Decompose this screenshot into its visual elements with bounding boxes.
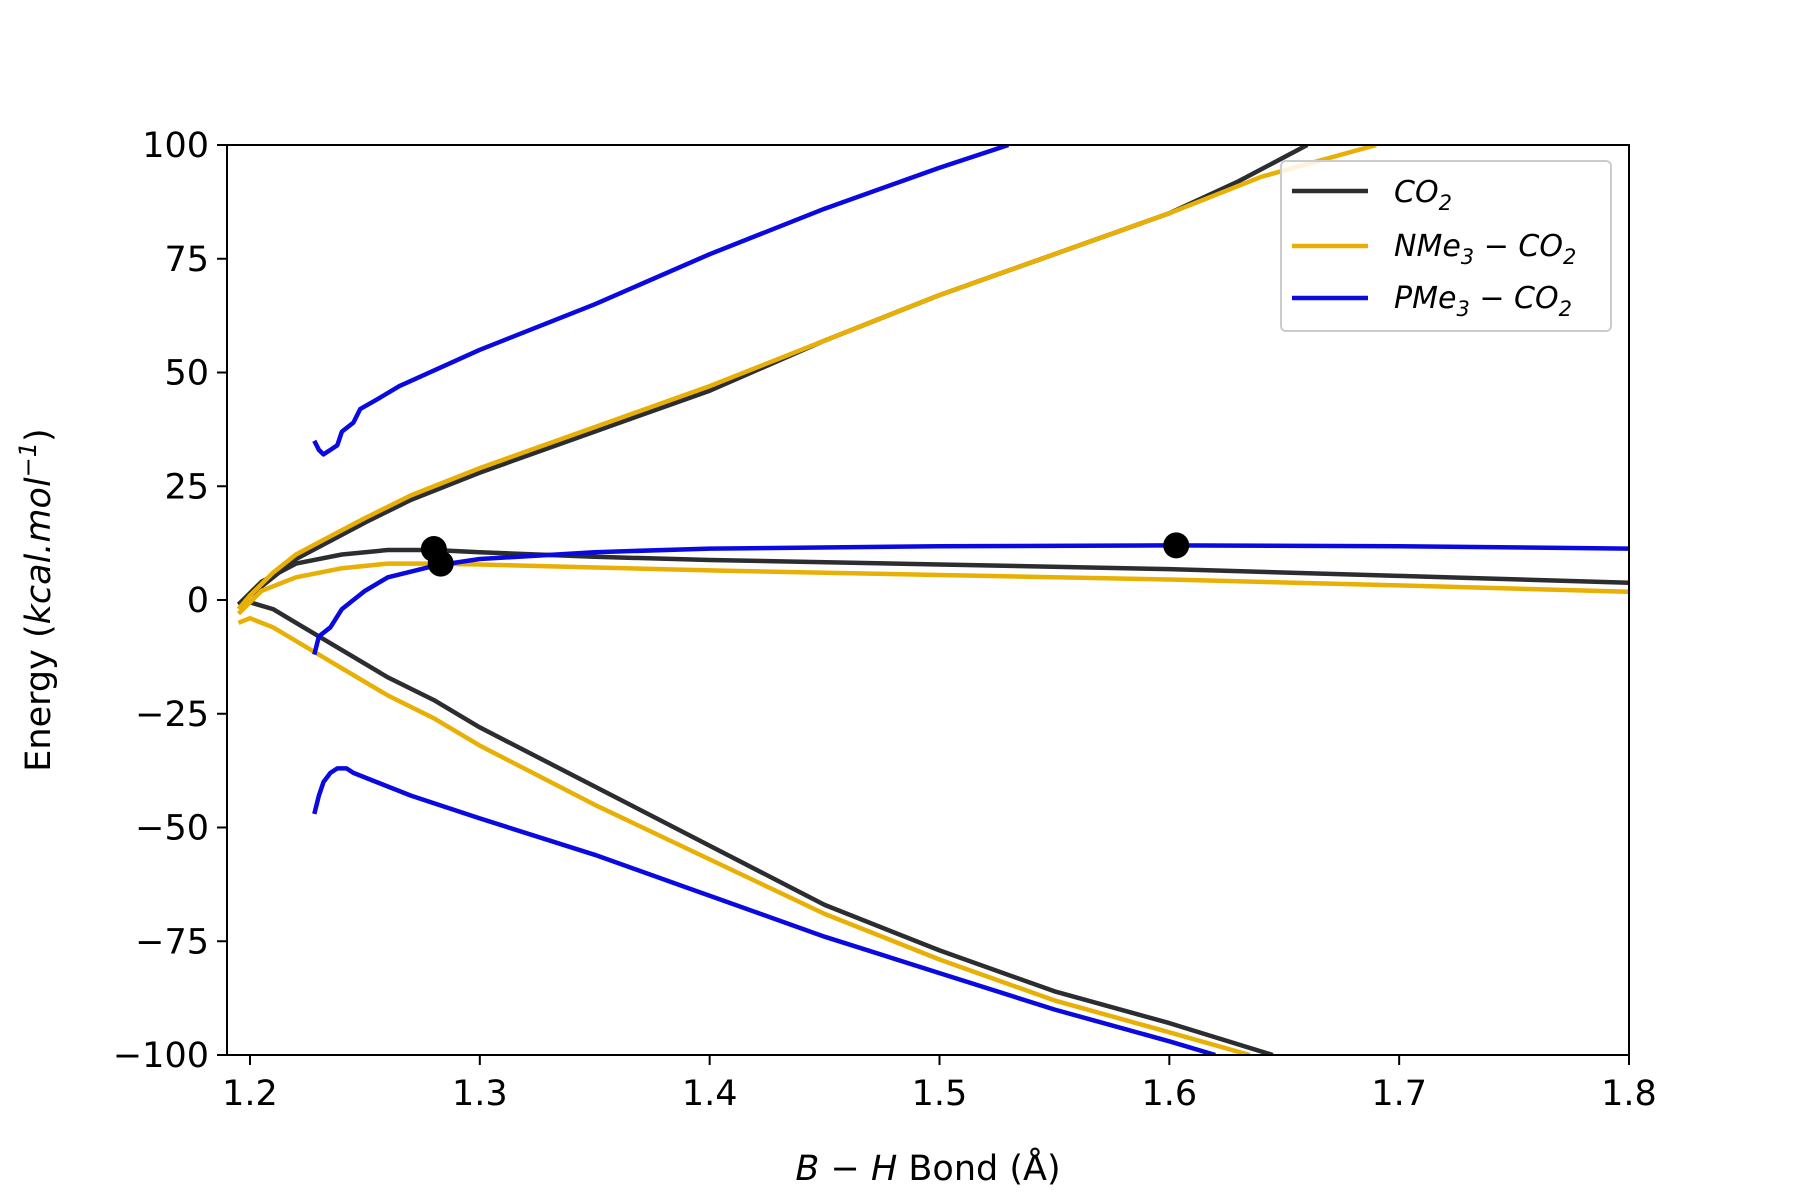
legend-label-pme3-rest: − CO <box>1470 281 1559 316</box>
y-axis-label-exponent: −1 <box>14 442 42 477</box>
y-tick-label: −50 <box>135 809 209 849</box>
y-tick-label: 50 <box>164 354 209 394</box>
legend-box <box>1280 160 1612 332</box>
x-tick-label: 1.4 <box>682 1074 738 1114</box>
x-tick-label: 1.2 <box>222 1074 278 1114</box>
series-pme3-co2-curve-1 <box>312 145 1010 457</box>
legend-label-pme3-co2: PMe3 − CO2 <box>1394 281 1572 321</box>
x-tick-label: 1.3 <box>452 1074 508 1114</box>
marker-layer <box>420 532 1190 577</box>
legend-label-nme3-rest: − CO <box>1474 229 1563 264</box>
series-pme3-co2-curve-3 <box>312 766 1216 1055</box>
legend-label-nme3-main: NMe <box>1394 229 1461 264</box>
series-co2-curve-3 <box>238 600 1274 1055</box>
x-axis-label-unit: Bond (Å) <box>897 1146 1060 1189</box>
marker-point-3 <box>1163 532 1190 559</box>
x-tick-label: 1.7 <box>1371 1074 1427 1114</box>
legend-label-nme3-sub2: 2 <box>1563 245 1576 269</box>
series-nme3-co2-curve-3 <box>237 615 1251 1055</box>
y-tick-label: −75 <box>135 922 209 962</box>
legend-label-co2-main: CO <box>1394 175 1439 210</box>
legend-label-co2: CO2 <box>1394 175 1452 215</box>
x-axis-ticks: 1.2 1.3 1.4 1.5 1.6 1.7 1.8 <box>222 1055 1657 1114</box>
legend-label-pme3-sub: 3 <box>1456 297 1469 321</box>
x-tick-label: 1.5 <box>912 1074 968 1114</box>
series-nme3-co2-curve-1 <box>236 145 1377 611</box>
legend: CO2 NMe3 − CO2 PMe3 − CO2 <box>1280 160 1612 332</box>
y-tick-label: −100 <box>113 1036 209 1076</box>
y-tick-label: 75 <box>164 240 209 280</box>
y-axis-label: Energy (kcal.mol−1) <box>14 428 59 771</box>
marker-point-2 <box>427 550 454 577</box>
y-axis-label-suffix: ) <box>19 428 59 442</box>
y-tick-label: 0 <box>187 581 209 621</box>
y-axis-label-unit: kcal.mol <box>19 477 59 624</box>
legend-label-pme3-sub2: 2 <box>1559 297 1572 321</box>
y-tick-label: 25 <box>164 467 209 507</box>
x-tick-label: 1.6 <box>1141 1074 1197 1114</box>
y-tick-label: −25 <box>135 695 209 735</box>
x-tick-label: 1.8 <box>1601 1074 1657 1114</box>
x-axis-label-variable: B − H <box>795 1149 897 1189</box>
y-axis-ticks: 100 75 50 25 0 −25 −50 −75 −100 <box>113 126 227 1076</box>
series-layer <box>236 145 1629 1055</box>
legend-label-nme3-sub: 3 <box>1461 245 1474 269</box>
legend-label-nme3-co2: NMe3 − CO2 <box>1394 229 1576 269</box>
y-tick-label: 100 <box>142 126 209 166</box>
series-co2-curve-2 <box>236 547 1629 607</box>
y-axis-label-prefix: Energy ( <box>19 624 59 771</box>
legend-label-co2-sub: 2 <box>1439 191 1452 215</box>
legend-label-pme3-main: PMe <box>1394 281 1456 316</box>
x-axis-label: B − H Bond (Å) <box>795 1146 1060 1189</box>
